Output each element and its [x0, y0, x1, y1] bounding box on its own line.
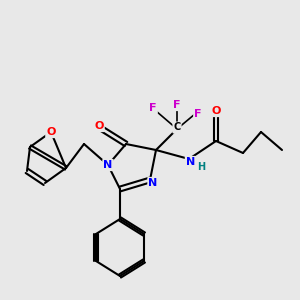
Text: O: O [211, 106, 221, 116]
Text: N: N [148, 178, 158, 188]
Text: F: F [149, 103, 157, 113]
Text: C: C [173, 122, 181, 133]
Text: F: F [173, 100, 181, 110]
Text: H: H [197, 161, 205, 172]
Text: N: N [186, 157, 195, 167]
Text: N: N [103, 160, 112, 170]
Text: O: O [46, 127, 56, 137]
Text: O: O [94, 121, 104, 131]
Text: F: F [194, 109, 202, 119]
